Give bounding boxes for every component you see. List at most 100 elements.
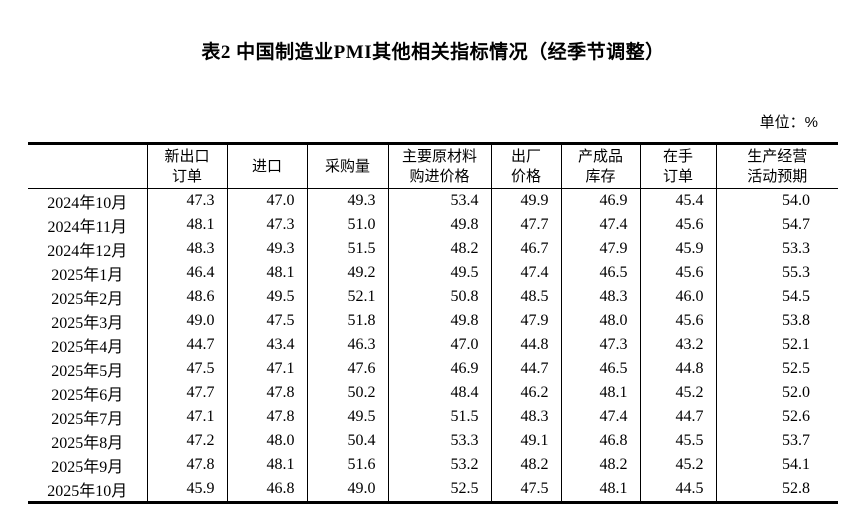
data-cell: 47.6: [306, 357, 388, 381]
data-cell: 53.4: [387, 188, 491, 213]
row-label: 2025年4月: [51, 339, 124, 356]
data-cell: 53.3: [387, 429, 491, 453]
data-cell: 46.8: [226, 477, 307, 503]
table-body: 2024年10月 47.3 47.0 49.3 53.4 49.9 46.9 45.4 54.0…: [28, 188, 838, 503]
data-cell: 52.0: [715, 381, 838, 405]
data-cell: 45.5: [639, 429, 716, 453]
table-row: 2025年10月 45.9 46.8 49.0 52.5 47.5 48.1 44.5 52.8: [28, 477, 838, 503]
table-row: 2025年8月 47.2 48.0 50.4 53.3 49.1 46.8 45.5 53.7: [28, 429, 838, 453]
column-header: 产成品 库存: [560, 143, 640, 189]
table-row: 2025年7月 47.1 47.8 49.5 51.5 48.3 47.4 44.7 52.6: [28, 405, 838, 429]
data-cell: 45.2: [639, 453, 716, 477]
data-cell: 45.6: [639, 261, 716, 285]
data-cell: 47.1: [226, 357, 307, 381]
data-cell: 48.0: [226, 429, 307, 453]
data-cell: 45.9: [146, 477, 227, 503]
data-cell: 47.1: [146, 405, 227, 429]
data-cell: 47.4: [490, 261, 561, 285]
row-label: 2025年7月: [51, 411, 124, 428]
data-cell: 48.6: [146, 285, 227, 309]
data-cell: 51.6: [306, 453, 388, 477]
data-cell: 49.9: [490, 188, 561, 213]
data-cell: 47.5: [226, 309, 307, 333]
data-cell: 43.2: [639, 333, 716, 357]
data-cell: 44.7: [490, 357, 561, 381]
data-cell: 49.5: [306, 405, 388, 429]
corner-cell: [28, 143, 147, 189]
data-cell: 52.1: [306, 285, 388, 309]
data-cell: 44.8: [490, 333, 561, 357]
table-row: 2025年3月 49.0 47.5 51.8 49.8 47.9 48.0 45.6 53.8: [28, 309, 838, 333]
row-label: 2025年8月: [51, 435, 124, 452]
data-cell: 48.2: [560, 453, 640, 477]
data-cell: 50.4: [306, 429, 388, 453]
data-cell: 45.4: [639, 188, 716, 213]
table-row: 2025年4月 44.7 43.4 46.3 47.0 44.8 47.3 43.2 52.1: [28, 333, 838, 357]
data-cell: 53.7: [715, 429, 838, 453]
data-cell: 46.4: [146, 261, 227, 285]
data-cell: 46.5: [560, 357, 640, 381]
data-cell: 51.5: [306, 237, 388, 261]
data-cell: 47.2: [146, 429, 227, 453]
data-cell: 49.5: [226, 285, 307, 309]
data-cell: 48.4: [387, 381, 491, 405]
data-cell: 46.2: [490, 381, 561, 405]
data-cell: 44.7: [146, 333, 227, 357]
data-cell: 54.1: [715, 453, 838, 477]
column-header: 出厂 价格: [490, 143, 561, 189]
data-cell: 48.2: [490, 453, 561, 477]
data-cell: 51.0: [306, 213, 388, 237]
column-header: 主要原材料 购进价格: [387, 143, 491, 189]
data-cell: 49.5: [387, 261, 491, 285]
column-header: 进口: [226, 143, 307, 189]
data-cell: 52.8: [715, 477, 838, 503]
column-header: 新出口 订单: [146, 143, 227, 189]
data-cell: 47.4: [560, 213, 640, 237]
row-label: 2024年10月: [47, 195, 128, 212]
data-cell: 49.0: [146, 309, 227, 333]
data-cell: 54.5: [715, 285, 838, 309]
row-label: 2025年5月: [51, 363, 124, 380]
column-header: 在手 订单: [639, 143, 716, 189]
column-header: 生产经营 活动预期: [715, 143, 838, 189]
data-cell: 52.5: [387, 477, 491, 503]
data-cell: 46.9: [560, 188, 640, 213]
data-cell: 48.5: [490, 285, 561, 309]
row-label: 2025年6月: [51, 387, 124, 404]
data-cell: 43.4: [226, 333, 307, 357]
data-cell: 46.5: [560, 261, 640, 285]
data-cell: 48.3: [146, 237, 227, 261]
data-cell: 47.3: [146, 188, 227, 213]
table-row: 2025年6月 47.7 47.8 50.2 48.4 46.2 48.1 45.2 52.0: [28, 381, 838, 405]
data-cell: 45.2: [639, 381, 716, 405]
page-title: 表2 中国制造业PMI其他相关指标情况（经季节调整）: [201, 42, 665, 63]
data-cell: 47.0: [226, 188, 307, 213]
data-cell: 47.3: [226, 213, 307, 237]
data-cell: 49.3: [306, 188, 388, 213]
data-cell: 47.8: [226, 405, 307, 429]
data-cell: 44.8: [639, 357, 716, 381]
row-label: 2025年10月: [47, 483, 128, 500]
data-cell: 46.9: [387, 357, 491, 381]
data-cell: 49.8: [387, 309, 491, 333]
data-cell: 54.0: [715, 188, 838, 213]
data-cell: 47.8: [226, 381, 307, 405]
data-cell: 47.0: [387, 333, 491, 357]
document-page: 表2 中国制造业PMI其他相关指标情况（经季节调整） 单位：% 新出口 订单 进口…: [0, 40, 866, 509]
data-cell: 50.8: [387, 285, 491, 309]
data-cell: 52.6: [715, 405, 838, 429]
data-cell: 49.8: [387, 213, 491, 237]
data-cell: 48.1: [226, 261, 307, 285]
data-cell: 51.8: [306, 309, 388, 333]
data-cell: 46.3: [306, 333, 388, 357]
table-row: 2024年10月 47.3 47.0 49.3 53.4 49.9 46.9 45.4 54.0: [28, 188, 838, 213]
data-cell: 50.2: [306, 381, 388, 405]
data-cell: 47.9: [490, 309, 561, 333]
data-cell: 47.5: [490, 477, 561, 503]
data-cell: 54.7: [715, 213, 838, 237]
data-cell: 48.0: [560, 309, 640, 333]
data-cell: 49.1: [490, 429, 561, 453]
table-row: 2025年5月 47.5 47.1 47.6 46.9 44.7 46.5 44.8 52.5: [28, 357, 838, 381]
data-cell: 46.8: [560, 429, 640, 453]
data-cell: 48.1: [226, 453, 307, 477]
